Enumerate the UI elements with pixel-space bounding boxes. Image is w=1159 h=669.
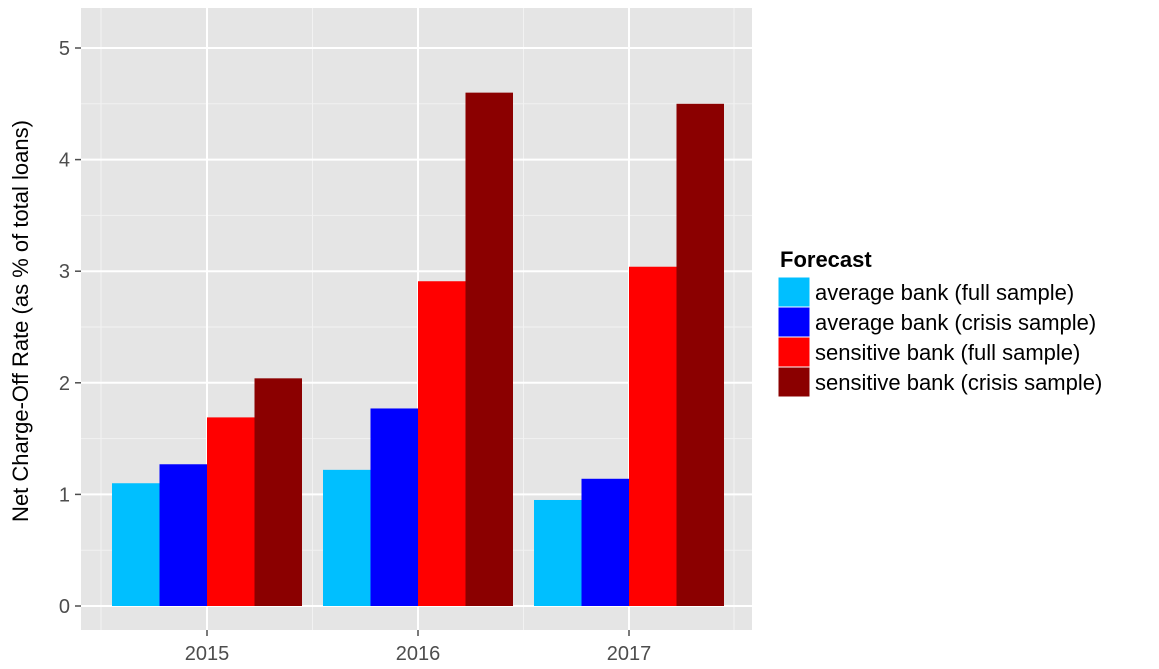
legend-key [777,366,811,398]
legend-label: sensitive bank (full sample) [815,340,1080,365]
y-tick-label: 4 [59,150,70,172]
bar-2017-sensitive-bank-crisis-sample [676,103,724,607]
legend-label: average bank (crisis sample) [815,310,1096,335]
x-tick-label: 2017 [607,643,652,665]
y-axis: 0 1 2 3 4 5 [59,38,81,618]
legend-label: sensitive bank (crisis sample) [815,370,1102,395]
bar-2015-sensitive-bank-crisis-sample [254,378,302,606]
legend-title: Forecast [780,247,872,272]
bar-2016-average-bank-crisis-sample [370,408,418,606]
y-tick-label: 1 [59,484,70,506]
y-tick-label: 2 [59,373,70,395]
y-tick-label: 5 [59,38,70,60]
bar-2017-average-bank-crisis-sample [581,478,629,606]
bar-2015-sensitive-bank-full-sample [207,417,255,606]
bar-2016-average-bank-full-sample [323,469,371,606]
legend-key [777,276,811,308]
bars-group [112,92,724,607]
legend-key [777,306,811,338]
x-axis: 2015 2016 2017 [185,630,652,665]
bar-2016-sensitive-bank-full-sample [418,281,466,606]
x-tick-label: 2015 [185,643,230,665]
x-tick-label: 2016 [396,643,441,665]
legend: Forecast average bank (full sample)avera… [777,247,1102,398]
legend-items: average bank (full sample) average bank (… [777,276,1102,398]
legend-label: average bank (full sample) [815,280,1074,305]
y-axis-title: Net Charge-Off Rate (as % of total loans… [8,120,33,522]
bar-2017-average-bank-full-sample [534,499,582,606]
bar-2015-average-bank-crisis-sample [159,464,207,606]
bar-2017-sensitive-bank-full-sample [629,266,677,606]
legend-key [777,336,811,368]
bar-2016-sensitive-bank-crisis-sample [465,92,513,606]
y-tick-label: 0 [59,596,70,618]
y-tick-label: 3 [59,261,70,283]
bar-2015-average-bank-full-sample [112,483,160,606]
